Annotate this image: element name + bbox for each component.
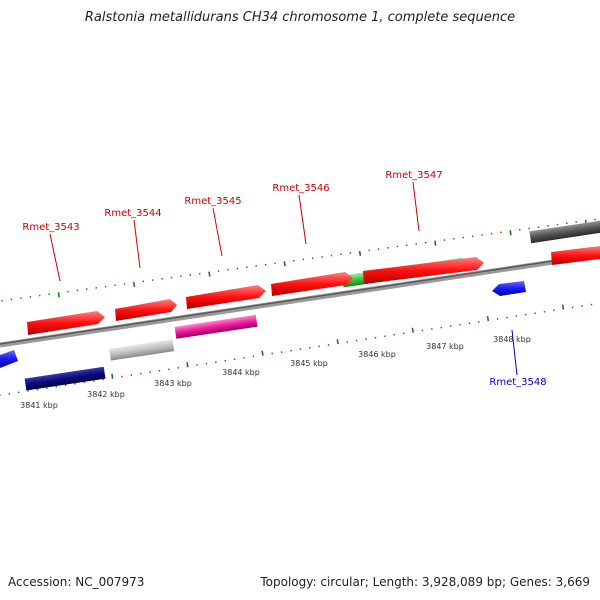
major-tick (434, 240, 437, 246)
cds-track-reverse (0, 281, 526, 368)
major-tick (261, 350, 264, 356)
kbp-label-3844: 3844 kbp (222, 368, 260, 377)
major-tick (283, 261, 286, 267)
cds-rmet-prev[interactable] (0, 350, 18, 368)
major-tick (57, 292, 60, 298)
kbp-label-3845: 3845 kbp (290, 359, 328, 368)
kbp-label-3841: 3841 kbp (20, 401, 58, 410)
cds-rmet-3547[interactable] (363, 257, 484, 284)
gene-label-rmet-3547[interactable]: Rmet_3547 (385, 170, 442, 181)
cds-rmet-3548[interactable] (492, 281, 526, 296)
major-tick (186, 362, 189, 368)
sequence-backbone (0, 252, 600, 348)
cds-rmet-3546[interactable] (271, 272, 353, 296)
major-tick (208, 271, 211, 277)
topology-text: Topology: circular; Length: 3,928,089 bp… (260, 575, 590, 589)
major-tick (336, 339, 339, 345)
feature-rmet-3545-cog[interactable] (174, 314, 258, 339)
gene-label-rmet-3543[interactable]: Rmet_3543 (22, 222, 79, 233)
major-tick (132, 281, 136, 287)
cds-rmet-3543[interactable] (27, 311, 105, 335)
major-tick (561, 304, 565, 310)
accession-text: Accession: NC_007973 (8, 575, 145, 589)
kbp-label-3843: 3843 kbp (154, 379, 192, 388)
gene-label-rmet-3545[interactable]: Rmet_3545 (184, 196, 241, 207)
map-title: Ralstonia metallidurans CH34 chromosome … (84, 10, 516, 25)
tick-track-inner (0, 303, 593, 396)
cds-rmet-next[interactable] (551, 246, 600, 265)
gene-leader-lines (49, 181, 518, 376)
gene-label-rmet-3544[interactable]: Rmet_3544 (104, 208, 161, 219)
kbp-scale-labels: 3841 kbp 3842 kbp 3843 kbp 3844 kbp 3845… (20, 335, 531, 410)
feature-rmet-next-cog[interactable] (529, 219, 600, 244)
major-tick (486, 316, 490, 322)
kbp-label-3842: 3842 kbp (87, 390, 125, 399)
major-tick (358, 250, 362, 257)
gene-labels: Rmet_3543 Rmet_3544 Rmet_3545 Rmet_3546 … (22, 170, 546, 388)
gene-label-rmet-3546[interactable]: Rmet_3546 (272, 183, 329, 194)
tick-track-outer (1, 218, 596, 302)
feature-rmet-3544-cog[interactable] (109, 339, 175, 361)
cds-rmet-3545[interactable] (186, 285, 266, 309)
cds-track-forward (27, 246, 600, 335)
kbp-label-3847: 3847 kbp (426, 342, 464, 351)
kbp-label-3846: 3846 kbp (358, 350, 396, 359)
major-tick (111, 373, 114, 379)
major-tick (411, 327, 414, 333)
kbp-label-3848: 3848 kbp (493, 335, 531, 344)
feature-rmet-3543-cog[interactable] (24, 366, 106, 391)
cds-rmet-3544[interactable] (115, 299, 177, 321)
major-tick (509, 230, 512, 236)
gene-label-rmet-3548[interactable]: Rmet_3548 (489, 377, 546, 388)
